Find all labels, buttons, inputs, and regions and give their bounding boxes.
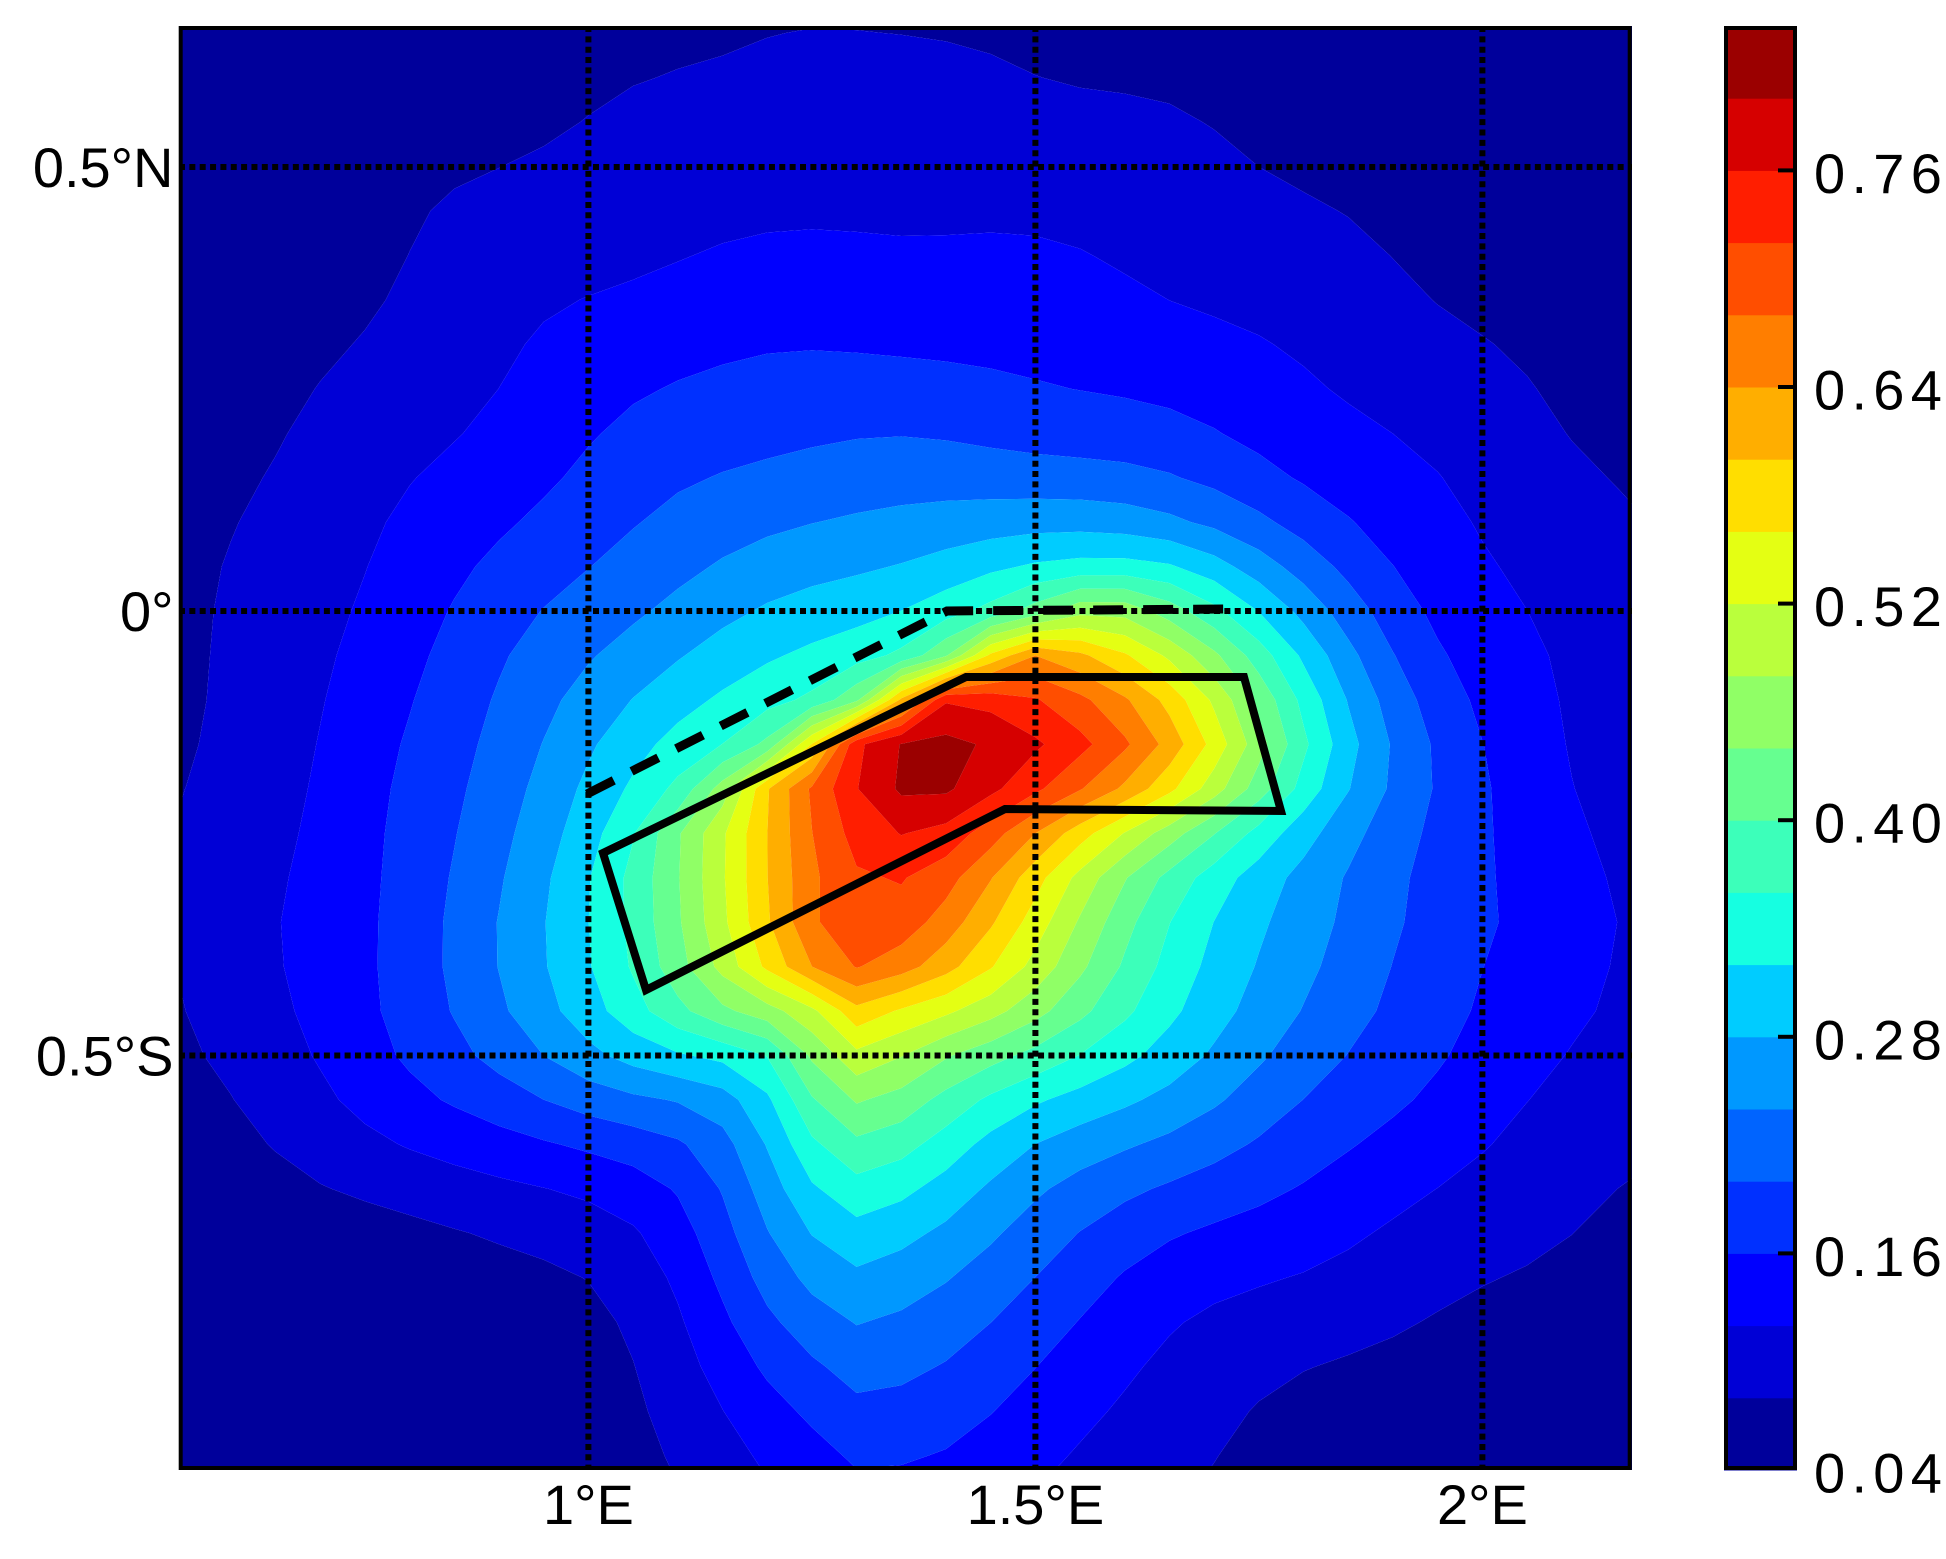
svg-text:0.40: 0.40 [1814, 792, 1946, 855]
svg-text:2°E: 2°E [1437, 1473, 1528, 1536]
svg-text:0.5°S: 0.5°S [36, 1025, 174, 1088]
svg-text:0.52: 0.52 [1814, 575, 1946, 638]
svg-text:1.5°E: 1.5°E [967, 1473, 1105, 1536]
svg-text:0.76: 0.76 [1814, 142, 1946, 205]
svg-text:0.64: 0.64 [1814, 359, 1946, 422]
svg-text:0.16: 0.16 [1814, 1225, 1946, 1288]
svg-text:0.04: 0.04 [1814, 1442, 1946, 1505]
svg-text:0.5°N: 0.5°N [33, 136, 174, 199]
svg-text:1°E: 1°E [543, 1473, 634, 1536]
svg-text:0.28: 0.28 [1814, 1008, 1946, 1071]
svg-text:0°: 0° [120, 580, 174, 643]
